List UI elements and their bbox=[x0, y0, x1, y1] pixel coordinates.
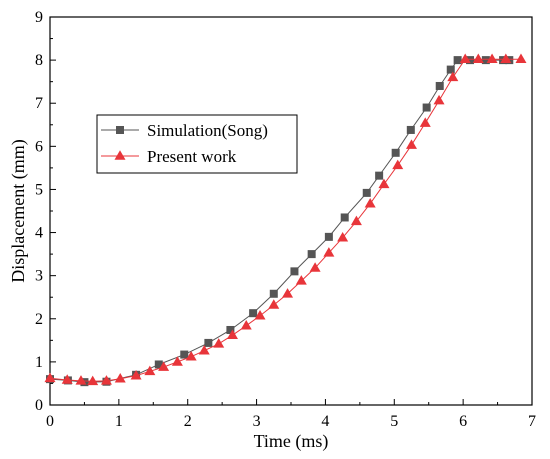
data-point bbox=[350, 215, 362, 226]
series-line bbox=[49, 59, 510, 383]
data-point bbox=[500, 53, 512, 64]
data-point bbox=[406, 125, 415, 134]
data-point bbox=[364, 197, 376, 208]
data-point bbox=[481, 56, 490, 65]
legend-box bbox=[96, 114, 298, 174]
y-tick-label: 4 bbox=[35, 225, 43, 242]
legend-marker bbox=[116, 126, 124, 134]
series-simulation-song bbox=[46, 56, 514, 387]
data-point bbox=[422, 103, 431, 112]
legend-marker bbox=[114, 150, 126, 160]
y-tick-label: 5 bbox=[35, 181, 43, 198]
data-point bbox=[198, 344, 210, 355]
x-tick-label: 0 bbox=[46, 413, 54, 430]
y-tick-label: 0 bbox=[35, 397, 43, 414]
data-point bbox=[226, 329, 238, 339]
data-point bbox=[466, 56, 475, 65]
data-point bbox=[447, 71, 459, 82]
data-point bbox=[340, 213, 349, 222]
data-point bbox=[472, 53, 484, 64]
data-point bbox=[290, 267, 299, 276]
data-point bbox=[282, 288, 294, 298]
legend-label: Simulation(Song) bbox=[147, 121, 268, 140]
y-tick-label: 1 bbox=[35, 354, 43, 371]
y-tick-label: 9 bbox=[35, 9, 43, 26]
data-point bbox=[249, 309, 258, 318]
data-point bbox=[515, 53, 527, 64]
data-point bbox=[154, 360, 163, 369]
y-tick-label: 8 bbox=[35, 52, 43, 69]
series-line bbox=[49, 58, 521, 382]
data-point bbox=[433, 94, 445, 105]
data-point bbox=[324, 232, 333, 241]
data-point bbox=[392, 159, 404, 170]
y-tick-label: 6 bbox=[35, 138, 43, 155]
data-point bbox=[185, 351, 197, 361]
x-tick-label: 6 bbox=[459, 413, 467, 430]
data-point bbox=[130, 369, 142, 380]
data-point bbox=[446, 65, 455, 74]
data-point bbox=[268, 299, 280, 309]
data-point bbox=[459, 53, 471, 64]
data-point bbox=[435, 81, 444, 90]
x-tick-label: 3 bbox=[253, 413, 261, 430]
data-point bbox=[309, 262, 321, 272]
data-point bbox=[61, 374, 73, 384]
data-point bbox=[391, 148, 400, 157]
data-point bbox=[75, 375, 87, 385]
data-point bbox=[406, 139, 417, 149]
data-point bbox=[362, 188, 371, 197]
x-tick-label: 5 bbox=[390, 413, 398, 430]
data-point bbox=[240, 319, 252, 330]
data-point bbox=[269, 289, 278, 298]
data-point bbox=[295, 275, 307, 285]
data-point bbox=[254, 310, 266, 320]
plot-frame bbox=[49, 16, 533, 406]
data-point bbox=[337, 232, 349, 242]
data-point bbox=[87, 375, 99, 386]
x-tick-label: 2 bbox=[184, 413, 192, 430]
data-point bbox=[486, 53, 498, 64]
data-point bbox=[419, 117, 431, 127]
x-tick-label: 7 bbox=[528, 413, 536, 430]
data-point bbox=[100, 375, 112, 385]
data-point bbox=[307, 250, 316, 259]
data-point bbox=[213, 338, 225, 348]
data-point bbox=[375, 171, 384, 180]
y-axis-title: Displacement (mm) bbox=[8, 139, 29, 282]
data-point bbox=[453, 56, 462, 65]
y-tick-label: 3 bbox=[35, 268, 43, 285]
data-point bbox=[171, 356, 183, 366]
data-point bbox=[44, 372, 56, 383]
legend-label: Present work bbox=[147, 147, 237, 166]
x-tick-label: 1 bbox=[115, 413, 123, 430]
data-point bbox=[204, 338, 213, 347]
data-point bbox=[323, 247, 335, 257]
data-point bbox=[180, 350, 189, 359]
data-point bbox=[158, 361, 170, 371]
x-axis-title: Time (ms) bbox=[254, 431, 329, 452]
data-point bbox=[378, 178, 390, 189]
x-tick-label: 4 bbox=[321, 413, 329, 430]
y-tick-label: 2 bbox=[35, 311, 43, 328]
y-tick-label: 7 bbox=[35, 95, 43, 112]
data-point bbox=[144, 365, 156, 376]
series-present-work bbox=[44, 53, 527, 386]
data-point bbox=[114, 373, 126, 383]
data-point bbox=[226, 325, 235, 334]
